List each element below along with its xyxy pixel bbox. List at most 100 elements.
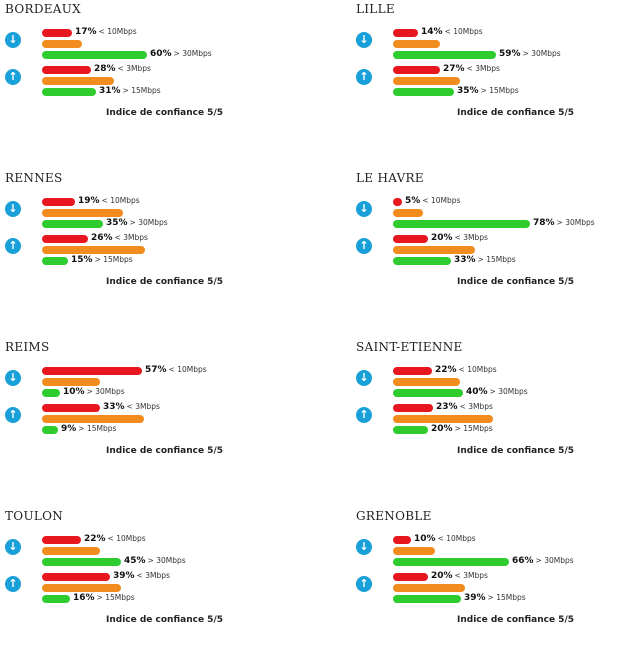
percent-label: 39%: [464, 593, 486, 603]
percent-label: 23%: [436, 402, 458, 412]
arrow-up-icon: ↑: [5, 69, 21, 85]
percent-label: 17%: [75, 27, 97, 37]
threshold-label: < 3Mbps: [459, 402, 493, 411]
city-name: TOULON: [5, 509, 64, 523]
threshold-label: > 15Mbps: [477, 255, 516, 264]
upload-bar-low: [42, 235, 88, 243]
upload-bar-high: [393, 426, 428, 434]
download-value-high: 10% > 30Mbps: [63, 387, 125, 397]
confidence-index: Indice de confiance 5/5: [106, 446, 223, 456]
percent-label: 22%: [84, 534, 106, 544]
confidence-index: Indice de confiance 5/5: [457, 277, 574, 287]
upload-bar-low: [393, 573, 428, 581]
download-bar-mid: [42, 40, 82, 48]
download-value-low: 19% < 10Mbps: [78, 196, 140, 206]
percent-label: 31%: [99, 86, 121, 96]
download-bar-mid: [393, 40, 440, 48]
upload-value-low: 23% < 3Mbps: [436, 402, 493, 412]
download-value-high: 40% > 30Mbps: [466, 387, 528, 397]
arrow-down-icon: ↓: [5, 370, 21, 386]
download-value-high: 45% > 30Mbps: [124, 556, 186, 566]
upload-value-high: 35% > 15Mbps: [457, 86, 519, 96]
upload-bar-high: [42, 257, 68, 265]
download-value-low: 57% < 10Mbps: [145, 365, 207, 375]
download-value-low: 14% < 10Mbps: [421, 27, 483, 37]
download-value-low: 22% < 10Mbps: [435, 365, 497, 375]
percent-label: 59%: [499, 49, 521, 59]
download-value-low: 22% < 10Mbps: [84, 534, 146, 544]
download-bar-mid: [393, 547, 435, 555]
percent-label: 40%: [466, 387, 488, 397]
threshold-label: < 10Mbps: [101, 196, 140, 205]
upload-value-high: 33% > 15Mbps: [454, 255, 516, 265]
upload-bar-mid: [42, 584, 121, 592]
threshold-label: < 10Mbps: [458, 365, 497, 374]
confidence-index: Indice de confiance 5/5: [106, 615, 223, 625]
download-value-high: 59% > 30Mbps: [499, 49, 561, 59]
city-card: LE HAVRE ↓ 5% < 10Mbps 78% > 30Mbps ↑ 20% < 3Mbp…: [356, 171, 640, 321]
upload-bar-mid: [42, 77, 114, 85]
upload-value-low: 20% < 3Mbps: [431, 233, 488, 243]
threshold-label: > 30Mbps: [522, 49, 561, 58]
percent-label: 45%: [124, 556, 146, 566]
city-name: BORDEAUX: [5, 2, 82, 16]
city-card: RENNES ↓ 19% < 10Mbps 35% > 30Mbps ↑ 26% < 3Mbps…: [5, 171, 295, 321]
threshold-label: > 15Mbps: [454, 424, 493, 433]
city-card: LILLE ↓ 14% < 10Mbps 59% > 30Mbps ↑ 27% < 3Mbps 3…: [356, 2, 640, 152]
threshold-label: > 30Mbps: [489, 387, 528, 396]
percent-label: 10%: [414, 534, 436, 544]
download-bar-high: [42, 389, 60, 397]
upload-value-high: 15% > 15Mbps: [71, 255, 133, 265]
arrow-up-icon: ↑: [5, 576, 21, 592]
percent-label: 15%: [71, 255, 93, 265]
upload-bar-mid: [393, 584, 465, 592]
upload-value-low: 39% < 3Mbps: [113, 571, 170, 581]
percent-label: 35%: [106, 218, 128, 228]
upload-bar-low: [42, 404, 100, 412]
percent-label: 26%: [91, 233, 113, 243]
city-name: GRENOBLE: [356, 509, 432, 523]
upload-value-high: 16% > 15Mbps: [73, 593, 135, 603]
download-bar-mid: [42, 547, 100, 555]
upload-value-low: 33% < 3Mbps: [103, 402, 160, 412]
percent-label: 33%: [103, 402, 125, 412]
upload-bar-mid: [393, 415, 493, 423]
upload-bar-low: [42, 573, 110, 581]
threshold-label: < 10Mbps: [107, 534, 146, 543]
upload-value-low: 26% < 3Mbps: [91, 233, 148, 243]
city-name: REIMS: [5, 340, 50, 354]
upload-bar-mid: [393, 246, 475, 254]
percent-label: 14%: [421, 27, 443, 37]
city-name: LE HAVRE: [356, 171, 424, 185]
percent-label: 39%: [113, 571, 135, 581]
arrow-up-icon: ↑: [5, 407, 21, 423]
arrow-down-icon: ↓: [5, 32, 21, 48]
upload-bar-low: [393, 235, 428, 243]
download-bar-mid: [393, 378, 460, 386]
arrow-up-icon: ↑: [5, 238, 21, 254]
download-bar-high: [393, 389, 463, 397]
upload-bar-low: [393, 66, 440, 74]
upload-bar-high: [393, 257, 451, 265]
download-bar-low: [42, 367, 142, 375]
threshold-label: < 10Mbps: [422, 196, 461, 205]
upload-bar-high: [42, 595, 70, 603]
arrow-up-icon: ↑: [356, 407, 372, 423]
threshold-label: < 3Mbps: [117, 64, 151, 73]
threshold-label: < 3Mbps: [466, 64, 500, 73]
threshold-label: < 3Mbps: [136, 571, 170, 580]
upload-value-high: 31% > 15Mbps: [99, 86, 161, 96]
city-card: REIMS ↓ 57% < 10Mbps 10% > 30Mbps ↑ 33% < 3Mbps 9…: [5, 340, 295, 490]
threshold-label: > 30Mbps: [86, 387, 125, 396]
download-bar-high: [42, 220, 103, 228]
percent-label: 60%: [150, 49, 172, 59]
download-bar-mid: [42, 378, 100, 386]
download-bar-high: [42, 558, 121, 566]
percent-label: 20%: [431, 233, 453, 243]
percent-label: 5%: [405, 196, 421, 206]
download-bar-high: [393, 558, 509, 566]
download-value-high: 35% > 30Mbps: [106, 218, 168, 228]
percent-label: 19%: [78, 196, 100, 206]
percent-label: 16%: [73, 593, 95, 603]
confidence-index: Indice de confiance 5/5: [457, 446, 574, 456]
